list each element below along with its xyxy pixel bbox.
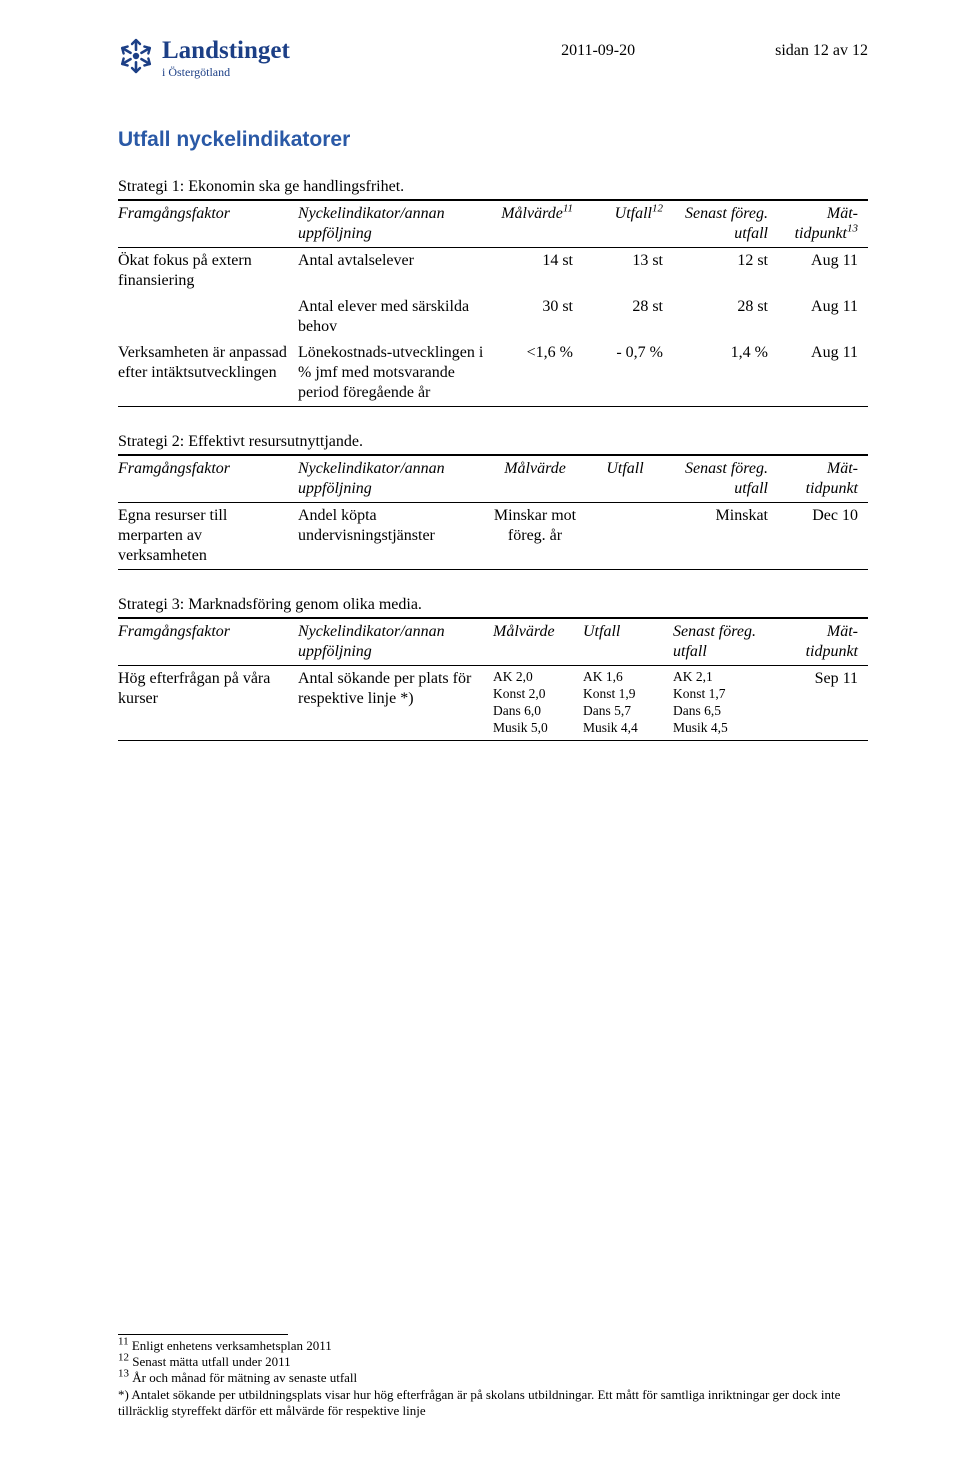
document-date: 2011-09-20 bbox=[561, 42, 635, 60]
table-header-row: Framgångsfaktor Nyckelindikator/annan up… bbox=[118, 455, 868, 503]
col-nyckelindikator: Nyckelindikator/annan uppföljning bbox=[298, 618, 493, 666]
snowflake-icon bbox=[118, 38, 154, 74]
col-mattidpunkt: Mät-tidpunkt bbox=[778, 455, 868, 503]
cell-ff: Egna resurser till merparten av verksamh… bbox=[118, 503, 298, 570]
page-header: Landstinget i Östergötland 2011-09-20 si… bbox=[118, 38, 868, 80]
col-mattidpunkt: Mät-tidpunkt13 bbox=[778, 200, 868, 248]
header-meta: 2011-09-20 sidan 12 av 12 bbox=[561, 42, 868, 60]
footnote-13: 13 År och månad för mätning av senaste u… bbox=[118, 1370, 868, 1386]
table-header-row: Framgångsfaktor Nyckelindikator/annan up… bbox=[118, 618, 868, 666]
cell-ind: Antal elever med särskilda behov bbox=[298, 294, 493, 340]
cell-utf: 28 st bbox=[583, 294, 673, 340]
cell-ff: Hög efterfrågan på våra kurser bbox=[118, 666, 298, 741]
page-number: sidan 12 av 12 bbox=[775, 42, 868, 60]
col-malvarde: Målvärde bbox=[493, 455, 583, 503]
cell-mat: Aug 11 bbox=[778, 248, 868, 295]
col-malvarde: Målvärde bbox=[493, 618, 583, 666]
cell-utf: 13 st bbox=[583, 248, 673, 295]
cell-ff: Verksamheten är anpassad efter intäktsut… bbox=[118, 340, 298, 407]
cell-sen: 28 st bbox=[673, 294, 778, 340]
table-row: Egna resurser till merparten av verksamh… bbox=[118, 503, 868, 570]
table-header-row: Framgångsfaktor Nyckelindikator/annan up… bbox=[118, 200, 868, 248]
cell-ff bbox=[118, 294, 298, 340]
col-framgangsfaktor: Framgångsfaktor bbox=[118, 200, 298, 248]
org-text: Landstinget i Östergötland bbox=[162, 38, 290, 80]
cell-ind: Antal sökande per plats för respektive l… bbox=[298, 666, 493, 741]
section-title: Utfall nyckelindikatorer bbox=[118, 128, 868, 152]
cell-ind: Antal avtalselever bbox=[298, 248, 493, 295]
cell-mal: 14 st bbox=[493, 248, 583, 295]
cell-utf: - 0,7 % bbox=[583, 340, 673, 407]
strategy1-label: Strategi 1: Ekonomin ska ge handlingsfri… bbox=[118, 178, 868, 196]
col-nyckelindikator: Nyckelindikator/annan uppföljning bbox=[298, 200, 493, 248]
col-framgangsfaktor: Framgångsfaktor bbox=[118, 455, 298, 503]
org-logo-block: Landstinget i Östergötland bbox=[118, 38, 290, 80]
strategy3-table: Framgångsfaktor Nyckelindikator/annan up… bbox=[118, 617, 868, 741]
table-row: Antal elever med särskilda behov 30 st 2… bbox=[118, 294, 868, 340]
cell-sen: AK 2,1Konst 1,7Dans 6,5Musik 4,5 bbox=[673, 666, 778, 741]
footnote-11: 11 Enligt enhetens verksamhetsplan 2011 bbox=[118, 1338, 868, 1354]
cell-mal: AK 2,0Konst 2,0Dans 6,0Musik 5,0 bbox=[493, 666, 583, 741]
cell-ind: Andel köpta undervisningstjänster bbox=[298, 503, 493, 570]
cell-utf bbox=[583, 503, 673, 570]
col-framgangsfaktor: Framgångsfaktor bbox=[118, 618, 298, 666]
strategy2-label: Strategi 2: Effektivt resursutnyttjande. bbox=[118, 433, 868, 451]
col-utfall: Utfall bbox=[583, 455, 673, 503]
cell-sen: 1,4 % bbox=[673, 340, 778, 407]
col-senast: Senast föreg. utfall bbox=[673, 200, 778, 248]
cell-mat: Aug 11 bbox=[778, 294, 868, 340]
cell-mat: Dec 10 bbox=[778, 503, 868, 570]
col-senast: Senast föreg. utfall bbox=[673, 618, 778, 666]
cell-sen: 12 st bbox=[673, 248, 778, 295]
table-row: Ökat fokus på extern finansiering Antal … bbox=[118, 248, 868, 295]
cell-ind: Lönekostnads-utvecklingen i % jmf med mo… bbox=[298, 340, 493, 407]
cell-mal: 30 st bbox=[493, 294, 583, 340]
col-mattidpunkt: Mät-tidpunkt bbox=[778, 618, 868, 666]
cell-sen: Minskat bbox=[673, 503, 778, 570]
org-name: Landstinget bbox=[162, 38, 290, 63]
strategy1-table: Framgångsfaktor Nyckelindikator/annan up… bbox=[118, 199, 868, 407]
cell-mal: <1,6 % bbox=[493, 340, 583, 407]
col-malvarde: Målvärde11 bbox=[493, 200, 583, 248]
cell-mat: Sep 11 bbox=[778, 666, 868, 741]
col-utfall: Utfall bbox=[583, 618, 673, 666]
table-row: Verksamheten är anpassad efter intäktsut… bbox=[118, 340, 868, 407]
document-page: Landstinget i Östergötland 2011-09-20 si… bbox=[0, 0, 960, 1459]
table-row: Hög efterfrågan på våra kurser Antal sök… bbox=[118, 666, 868, 741]
strategy2-table: Framgångsfaktor Nyckelindikator/annan up… bbox=[118, 454, 868, 570]
footnote-12: 12 Senast mätta utfall under 2011 bbox=[118, 1354, 868, 1370]
col-nyckelindikator: Nyckelindikator/annan uppföljning bbox=[298, 455, 493, 503]
col-senast: Senast föreg. utfall bbox=[673, 455, 778, 503]
footnote-rule bbox=[118, 1334, 288, 1335]
footnote-star: *) Antalet sökande per utbildningsplats … bbox=[118, 1387, 868, 1420]
cell-utf: AK 1,6Konst 1,9Dans 5,7Musik 4,4 bbox=[583, 666, 673, 741]
footnotes: 11 Enligt enhetens verksamhetsplan 2011 … bbox=[118, 1334, 868, 1419]
strategy3-label: Strategi 3: Marknadsföring genom olika m… bbox=[118, 596, 868, 614]
col-utfall: Utfall12 bbox=[583, 200, 673, 248]
cell-mat: Aug 11 bbox=[778, 340, 868, 407]
cell-ff: Ökat fokus på extern finansiering bbox=[118, 248, 298, 295]
cell-mal: Minskar mot föreg. år bbox=[493, 503, 583, 570]
org-subtitle: i Östergötland bbox=[162, 65, 290, 80]
